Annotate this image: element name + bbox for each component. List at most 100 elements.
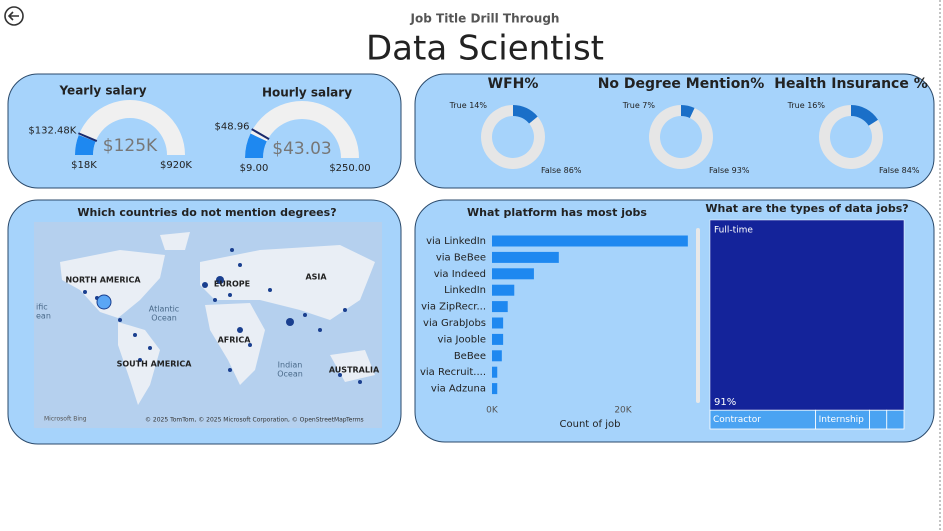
map-label: Ocean [277,370,303,379]
gauge-target-label: $48.96 [215,122,250,133]
slice-label: 16% [807,101,825,110]
map-label: SOUTH AMERICA [117,360,193,369]
bar [492,284,515,296]
map-credits: © 2025 TomTom, © 2025 Microsoft Corporat… [145,417,347,424]
land [205,303,265,385]
map-dot [118,318,122,322]
map-dot [228,293,232,297]
map[interactable] [34,222,382,428]
map-label: ASIA [305,273,327,282]
slice-name: True [622,101,640,110]
x-axis-title: Count of job [560,419,621,430]
x-tick-label: 0K [486,406,499,416]
x-tick-label: 20K [614,406,632,416]
map-dot [216,276,224,284]
treemap-cell [886,409,905,430]
gauge-target-label: $132.48K [28,126,76,137]
donut-title: No Degree Mention% [598,76,765,92]
donut-label: True 7% [622,101,656,110]
gauge-title: Yearly salary [58,84,146,98]
slice-name: False [879,166,899,175]
map-label: Ocean [151,314,177,323]
slice-label: 93% [732,166,750,175]
bar [492,350,502,362]
slice-label: 14% [469,101,487,110]
donut-slice [851,105,879,126]
subtitle: Job Title Drill Through [410,12,560,26]
map-dot [83,290,87,294]
map-dot [202,282,208,288]
map-dot [238,263,242,267]
land [118,322,160,405]
map-dots [83,248,362,384]
bar [492,251,559,263]
slice-name: False [709,166,729,175]
slice-name: True [787,101,805,110]
treemap-name: Contractor [713,415,761,425]
map-dot [268,288,272,292]
bar [492,235,688,247]
map-dot [213,298,217,302]
back-circle [4,6,24,26]
bar-category: via LinkedIn [426,236,486,247]
bar-category: via BeBee [436,252,486,263]
gauge-value-label: $43.03 [272,139,331,159]
gauge-min-label: $9.00 [240,163,269,174]
treemap-name: Internship [819,415,865,425]
gauge-track [245,101,359,158]
gauge-title: Hourly salary [262,86,352,100]
gauge-min-label: $18K [71,160,97,171]
donut-slice [513,105,538,124]
map-dot [358,380,362,384]
bar [492,383,498,395]
back-button[interactable] [4,6,24,26]
donut-label: True 16% [787,101,826,110]
map-terms: Terms [345,417,364,424]
map-dot [318,328,322,332]
donut-slice [681,105,695,118]
bar [492,366,498,378]
land [60,250,165,318]
map-label: Indian [278,361,303,370]
map-label: AFRICA [218,336,252,345]
treemap-cell [869,409,888,430]
bar-category: via Recruit.... [420,367,486,378]
bar-title: What platform has most jobs [467,206,647,219]
donut-label: False 84% [879,166,920,175]
donut-label: False 93% [709,166,750,175]
map-label: ean [36,312,51,321]
land [200,245,375,320]
map-label: AUSTRALIA [329,366,380,375]
donut-slice [649,105,714,169]
panel [414,73,935,189]
treemap-title: What are the types of data jobs? [705,202,908,215]
map-dot [303,313,307,317]
slice-name: False [541,166,561,175]
map-dot [338,373,342,377]
map-dot [248,343,252,347]
bar-category: via ZipRecr... [421,302,486,313]
map-title: Which countries do not mention degrees? [77,206,336,219]
bar-category: via Jooble [438,334,486,345]
gauge-track [75,100,185,155]
back-arrow [7,11,19,21]
map-dot [228,368,232,372]
donut-slice [481,105,545,170]
map-dot [237,327,243,333]
donut-title: WFH% [488,76,539,92]
land [160,232,190,250]
map-dot [286,318,294,326]
treemap-name: Full-time [714,226,753,236]
bar-category: LinkedIn [444,285,486,296]
donut-label: False 86% [541,166,582,175]
gauge-max-label: $920K [160,160,192,171]
bar-category: via GrabJobs [423,318,486,329]
scrollbar[interactable] [696,228,700,403]
bar [492,333,504,345]
map-dot [148,346,152,350]
donut-title: Health Insurance % [774,76,927,92]
bar [492,317,504,329]
slice-label: 86% [564,166,582,175]
bar [492,301,508,313]
donut-label: True 14% [449,101,488,110]
